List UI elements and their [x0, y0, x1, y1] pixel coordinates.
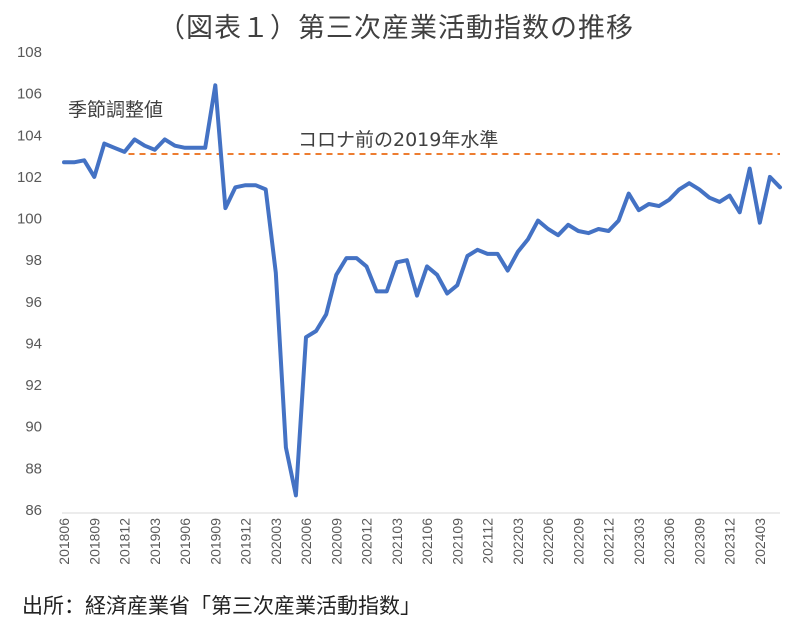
x-tick-label: 201909 [207, 518, 223, 565]
x-axis: 201806 201809 201812 201903 201906 201909 2019… [56, 512, 780, 565]
y-tick-label: 98 [25, 252, 42, 269]
x-tick-label: 202212 [601, 518, 617, 565]
y-tick-label: 88 [25, 460, 42, 477]
x-tick-label: 202003 [268, 518, 284, 565]
x-tick-label: 202309 [691, 518, 707, 565]
x-tick-label: 201912 [238, 518, 254, 565]
y-tick-label: 106 [17, 86, 42, 103]
series-label: 季節調整値 [68, 99, 163, 121]
x-tick-label: 201903 [147, 518, 163, 565]
series-line-seasonally-adjusted [62, 83, 782, 498]
x-tick-label: 201809 [86, 518, 102, 565]
x-tick-label: 202206 [540, 518, 556, 565]
x-tick-label: 202103 [389, 518, 405, 565]
y-tick-label: 104 [17, 127, 42, 144]
chart-title: （図表１）第三次産業活動指数の推移 [158, 13, 634, 44]
x-tick-label: 202006 [298, 518, 314, 565]
y-tick-label: 108 [17, 44, 42, 61]
x-tick-label: 201806 [56, 518, 72, 565]
x-tick-label: 202106 [419, 518, 435, 565]
x-tick-label: 202012 [359, 518, 375, 565]
x-tick-label: 201906 [177, 518, 193, 565]
y-tick-label: 102 [17, 169, 42, 186]
y-tick-label: 90 [25, 419, 42, 436]
x-tick-label: 202306 [661, 518, 677, 565]
y-tick-label: 100 [17, 211, 42, 228]
y-tick-label: 94 [25, 335, 42, 352]
x-tick-label: 201812 [117, 518, 133, 565]
x-tick-label: 202303 [631, 518, 647, 565]
x-tick-label: 202109 [449, 518, 465, 565]
x-tick-label: 202403 [752, 518, 768, 565]
y-axis: 86 88 90 92 94 96 98 100 102 104 106 108 [17, 44, 42, 519]
x-tick-label: 202203 [510, 518, 526, 565]
reference-line-label: コロナ前の2019年水準 [298, 129, 498, 151]
source-note: 出所：経済産業省「第三次産業活動指数」 [22, 594, 421, 618]
x-tick-label: 202209 [570, 518, 586, 565]
x-tick-label: 202112 [480, 518, 496, 564]
x-tick-label: 202009 [328, 518, 344, 565]
x-tick-label: 202312 [722, 518, 738, 565]
y-tick-label: 96 [25, 294, 42, 311]
y-tick-label: 86 [25, 502, 42, 519]
y-tick-label: 92 [25, 377, 42, 394]
